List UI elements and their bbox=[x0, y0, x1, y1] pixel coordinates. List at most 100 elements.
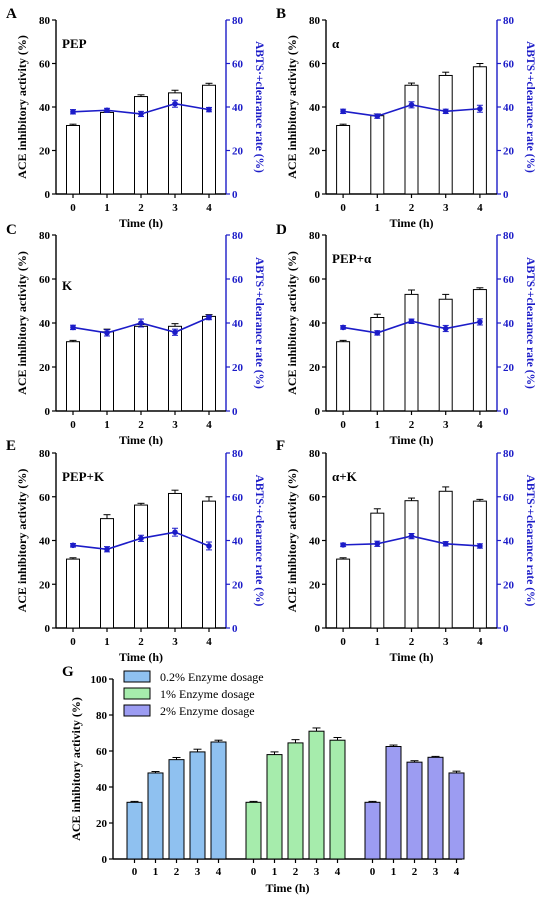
x-tick-label-b: 0 bbox=[340, 202, 346, 214]
line-point-d bbox=[442, 325, 449, 332]
x-tick-label-a: 2 bbox=[138, 202, 144, 214]
panel-label-c: K bbox=[62, 278, 73, 293]
x-axis-title-e: Time (h) bbox=[119, 650, 163, 664]
y-tick-label-a: 40 bbox=[39, 102, 51, 114]
x-tick-label-c: 1 bbox=[104, 419, 110, 431]
y2-tick-label-c: 20 bbox=[232, 362, 244, 374]
y2-tick-label-f: 80 bbox=[503, 448, 515, 460]
x-axis-title-c: Time (h) bbox=[119, 433, 163, 447]
y-tick-label-a: 0 bbox=[45, 189, 51, 201]
x-tick-label-d: 3 bbox=[443, 419, 449, 431]
y2-tick-label-b: 0 bbox=[503, 189, 509, 201]
y2-tick-label-f: 60 bbox=[503, 492, 515, 504]
y-tick-label-d: 20 bbox=[309, 362, 321, 374]
x-tick-label-e: 4 bbox=[206, 636, 212, 648]
x-tick-label-e: 2 bbox=[138, 636, 144, 648]
x-axis-title-a: Time (h) bbox=[119, 216, 163, 230]
y2-tick-label-a: 80 bbox=[232, 15, 244, 27]
bar-g-series-3 bbox=[406, 761, 423, 860]
y2-axis-title-e: ABTS·+clearance rate (%) bbox=[253, 475, 265, 607]
bar-g-series-2 bbox=[287, 742, 304, 860]
legend-swatch-3 bbox=[123, 704, 151, 717]
x-tick-label-g: 2 bbox=[293, 866, 299, 878]
bar-g-series-2 bbox=[266, 754, 283, 860]
bar-f bbox=[404, 500, 419, 629]
y-axis-title-a: ACE inhibitory activity (%) bbox=[15, 35, 29, 179]
y-axis-title-e: ACE inhibitory activity (%) bbox=[15, 469, 29, 613]
y-tick-label-g: 100 bbox=[91, 674, 108, 686]
y2-tick-label-d: 80 bbox=[503, 230, 515, 242]
x-tick-label-g: 3 bbox=[314, 866, 320, 878]
panel-letter-a: A bbox=[6, 6, 17, 22]
bar-g-series-1 bbox=[147, 772, 164, 860]
x-tick-label-g: 4 bbox=[335, 866, 341, 878]
x-tick-label-g: 2 bbox=[412, 866, 418, 878]
bar-e bbox=[134, 504, 148, 629]
y-tick-label-f: 40 bbox=[309, 536, 321, 548]
panel-letter-g: G bbox=[62, 664, 74, 680]
y-tick-label-a: 20 bbox=[39, 146, 51, 158]
line-point-b bbox=[477, 105, 483, 112]
line-point-c bbox=[104, 330, 110, 336]
y-tick-label-c: 80 bbox=[39, 230, 51, 242]
legend-swatch-2 bbox=[123, 687, 151, 700]
x-tick-label-b: 2 bbox=[409, 202, 415, 214]
x-tick-label-b: 3 bbox=[443, 202, 449, 214]
y-tick-label-a: 60 bbox=[39, 59, 51, 71]
y2-axis-title-a: ABTS·+clearance rate (%) bbox=[253, 41, 265, 173]
line-point-d bbox=[374, 330, 381, 336]
y-tick-label-d: 60 bbox=[309, 274, 321, 286]
y2-tick-label-f: 40 bbox=[503, 536, 515, 548]
y-tick-label-c: 40 bbox=[39, 318, 51, 330]
y2-tick-label-e: 80 bbox=[232, 448, 244, 460]
bar-g-series-1 bbox=[210, 741, 227, 860]
y-axis-title-f: ACE inhibitory activity (%) bbox=[285, 469, 299, 613]
y-tick-label-g: 80 bbox=[96, 710, 108, 722]
x-axis-title-g: Time (h) bbox=[265, 881, 309, 895]
bar-b bbox=[438, 74, 453, 195]
x-tick-label-g: 3 bbox=[195, 866, 201, 878]
bar-c bbox=[168, 325, 182, 412]
y-tick-label-e: 80 bbox=[39, 448, 51, 460]
x-tick-label-f: 2 bbox=[409, 636, 415, 648]
y2-tick-label-f: 0 bbox=[503, 623, 509, 635]
panel-letter-c: C bbox=[6, 222, 17, 238]
x-tick-label-g: 3 bbox=[433, 866, 439, 878]
y-tick-label-f: 80 bbox=[309, 448, 321, 460]
y-tick-label-f: 60 bbox=[309, 492, 321, 504]
y2-tick-label-c: 40 bbox=[232, 318, 244, 330]
y-tick-label-f: 20 bbox=[309, 579, 321, 591]
line-point-d bbox=[477, 319, 483, 325]
line-point-c bbox=[138, 320, 144, 326]
line-point-d bbox=[408, 318, 415, 325]
y-tick-label-g: 60 bbox=[96, 746, 108, 758]
line-point-c bbox=[70, 324, 76, 331]
y-tick-label-c: 60 bbox=[39, 274, 51, 286]
bar-g-series-3 bbox=[385, 746, 402, 860]
line-point-a bbox=[172, 100, 178, 107]
x-tick-label-g: 2 bbox=[174, 866, 180, 878]
bar-a bbox=[100, 111, 114, 195]
y2-tick-label-b: 80 bbox=[503, 15, 515, 27]
legend-label-3: 2% Enzyme dosage bbox=[160, 704, 255, 718]
line-point-a bbox=[70, 108, 76, 115]
y2-tick-label-b: 40 bbox=[503, 102, 515, 114]
line-point-b bbox=[340, 108, 346, 115]
y2-tick-label-e: 20 bbox=[232, 579, 244, 591]
y2-axis-title-c: ABTS·+clearance rate (%) bbox=[253, 257, 265, 389]
bar-g-series-1 bbox=[126, 801, 143, 860]
y2-tick-label-a: 40 bbox=[232, 102, 244, 114]
line-point-a bbox=[138, 111, 144, 117]
y2-tick-label-d: 60 bbox=[503, 274, 515, 286]
y-tick-label-e: 40 bbox=[39, 536, 51, 548]
line-point-e bbox=[104, 546, 110, 553]
line-point-e bbox=[206, 543, 212, 549]
bar-d bbox=[336, 341, 351, 412]
panel-label-e: PEP+K bbox=[62, 469, 105, 484]
y2-tick-label-c: 60 bbox=[232, 274, 244, 286]
line-point-e bbox=[70, 542, 76, 549]
y-tick-label-g: 40 bbox=[96, 782, 108, 794]
legend-swatch-1 bbox=[123, 670, 151, 683]
x-tick-label-g: 1 bbox=[153, 866, 159, 878]
x-tick-label-b: 1 bbox=[375, 202, 381, 214]
